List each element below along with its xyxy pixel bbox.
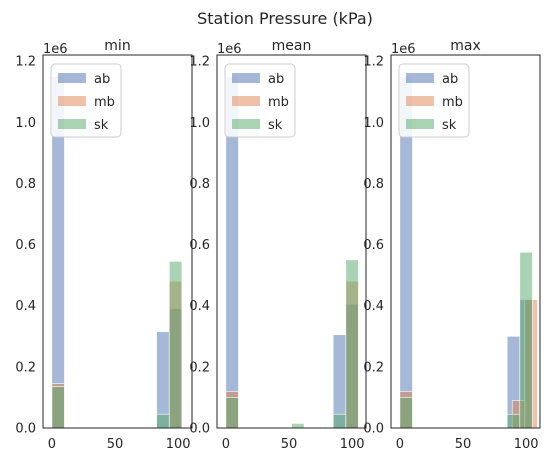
chart-panel-min: min 1e6 0.0 0.2 0.4 0.6 0.8 1.0 1.2 0 50 100 ab mb sk — [15, 38, 193, 452]
legend-label-mb: mb — [94, 95, 115, 110]
x-tick-label: 100 — [340, 437, 365, 452]
panel-title: max — [450, 38, 481, 54]
legend-label-mb: mb — [442, 95, 463, 110]
y-tick-label: 1.2 — [189, 55, 210, 70]
legend: ab mb sk — [398, 63, 470, 138]
axes-frame — [216, 54, 367, 429]
histogram-bar-sk — [225, 397, 239, 429]
y-tick-label: 0.2 — [189, 360, 210, 375]
histogram-bar-sk — [506, 413, 521, 429]
legend: ab mb sk — [50, 63, 122, 138]
panel-title: mean — [272, 38, 312, 54]
histogram-bar-sk — [519, 251, 533, 429]
histogram-bar-sk — [345, 259, 359, 429]
legend: ab mb sk — [224, 63, 296, 138]
x-tick-label: 100 — [514, 437, 539, 452]
legend-label-mb: mb — [268, 95, 289, 110]
y-tick-label: 0.4 — [189, 299, 210, 314]
y-tick-label: 1.0 — [15, 116, 36, 131]
y-offset-label: 1e6 — [217, 42, 242, 57]
legend-label-sk: sk — [94, 118, 109, 133]
legend-swatch-mb — [232, 96, 260, 106]
chart-panel-max: max 1e6 0.0 0.2 0.4 0.6 0.8 1.0 1.2 0 50 100 ab mb sk — [363, 38, 541, 452]
x-tick-label: 0 — [396, 437, 404, 452]
panel-title: min — [104, 38, 130, 54]
legend-swatch-sk — [58, 119, 86, 129]
x-tick-label: 50 — [281, 437, 298, 452]
x-tick-label: 0 — [48, 437, 56, 452]
legend-swatch-mb — [58, 96, 86, 106]
x-tick-label: 50 — [107, 437, 124, 452]
histogram-bar-sk — [51, 386, 65, 429]
y-tick-label: 1.0 — [189, 116, 210, 131]
y-tick-label: 0.6 — [189, 238, 210, 253]
y-tick-label: 0.0 — [363, 422, 384, 437]
x-tick-label: 100 — [166, 437, 191, 452]
y-tick-label: 0.0 — [15, 422, 36, 437]
histogram-bars — [225, 76, 359, 429]
legend-label-ab: ab — [268, 72, 284, 87]
y-tick-label: 0.8 — [363, 177, 384, 192]
figure-title: Station Pressure (kPa) — [197, 9, 373, 28]
y-tick-label: 0.6 — [15, 238, 36, 253]
legend-swatch-ab — [232, 73, 260, 83]
legend-swatch-ab — [406, 73, 434, 83]
y-tick-label: 0.6 — [363, 238, 384, 253]
legend-label-ab: ab — [442, 72, 458, 87]
y-offset-label: 1e6 — [391, 42, 416, 57]
legend-swatch-mb — [406, 96, 434, 106]
histogram-bars — [399, 76, 538, 429]
histogram-bar-ab — [156, 331, 170, 429]
y-tick-label: 0.8 — [15, 177, 36, 192]
x-tick-label: 50 — [455, 437, 472, 452]
legend-swatch-ab — [58, 73, 86, 83]
legend-label-ab: ab — [94, 72, 110, 87]
y-tick-label: 0.4 — [363, 299, 384, 314]
histogram-bar-sk — [156, 413, 170, 429]
y-tick-label: 1.2 — [15, 55, 36, 70]
histogram-bar-sk — [332, 413, 347, 429]
y-tick-label: 0.2 — [363, 360, 384, 375]
legend-swatch-sk — [232, 119, 260, 129]
axes-frame — [42, 54, 193, 429]
legend-swatch-sk — [406, 119, 434, 129]
histogram-bar-sk — [399, 397, 413, 429]
chart-panel-mean: mean 1e6 0.0 0.2 0.4 0.6 0.8 1.0 1.2 0 50 100 ab mb sk — [189, 38, 367, 452]
y-offset-label: 1e6 — [43, 42, 68, 57]
legend-label-sk: sk — [442, 118, 457, 133]
y-tick-label: 0.2 — [15, 360, 36, 375]
legend-label-sk: sk — [268, 118, 283, 133]
y-tick-label: 0.8 — [189, 177, 210, 192]
y-tick-label: 1.2 — [363, 55, 384, 70]
y-tick-label: 0.4 — [15, 299, 36, 314]
y-tick-label: 0.0 — [189, 422, 210, 437]
histogram-bars — [51, 76, 183, 429]
y-tick-label: 1.0 — [363, 116, 384, 131]
histogram-bar-sk — [291, 423, 305, 429]
histogram-bar-sk — [168, 261, 183, 429]
x-tick-label: 0 — [222, 437, 230, 452]
axes-frame — [390, 54, 541, 429]
